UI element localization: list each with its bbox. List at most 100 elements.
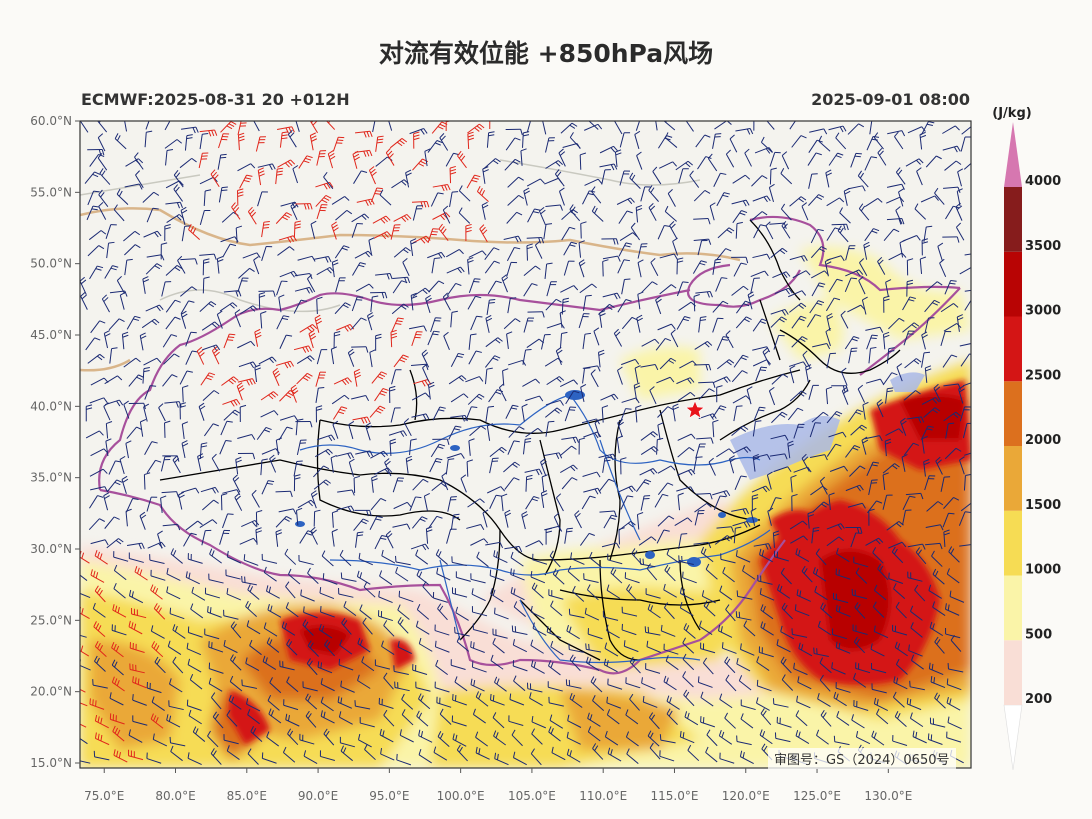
- wind-barb: [642, 695, 658, 708]
- wind-barb: [655, 295, 662, 315]
- wind-barb: [810, 246, 827, 259]
- wind-barb: [409, 496, 422, 512]
- wind-barb: [676, 281, 689, 297]
- wind-barb: [828, 152, 844, 166]
- wind-barb: [160, 456, 171, 472]
- wind-barb: [760, 604, 774, 620]
- wind-barb: [279, 660, 295, 671]
- wind-barb: [934, 187, 945, 205]
- wind-barb: [333, 330, 341, 348]
- wind-barb: [868, 508, 875, 526]
- wind-barb: [186, 642, 202, 656]
- wind-barb: [527, 208, 541, 223]
- wind-barb: [436, 567, 451, 581]
- wind-barb: [452, 694, 467, 706]
- wind-barb: [223, 609, 239, 620]
- wind-barb: [381, 640, 395, 655]
- wind-barb: [146, 254, 165, 261]
- wind-barb: [405, 169, 412, 188]
- wind-barb: [313, 509, 321, 527]
- wind-barb: [262, 655, 277, 670]
- wind-barb: [675, 160, 693, 171]
- wind-barb: [125, 497, 139, 513]
- wind-barb: [337, 489, 355, 496]
- wind-barb: [327, 150, 336, 169]
- wind-barb: [624, 572, 640, 584]
- wind-barb: [316, 204, 328, 220]
- wind-barb: [257, 191, 268, 207]
- wind-barb: [80, 121, 89, 133]
- wind-barb: [853, 636, 866, 654]
- wind-barb: [338, 658, 354, 671]
- wind-barb: [926, 501, 944, 512]
- wind-barb: [374, 659, 391, 670]
- colorbar-segment: [1004, 251, 1022, 317]
- wind-barb: [398, 590, 414, 603]
- wind-barb: [353, 368, 361, 387]
- wind-barb: [693, 190, 711, 202]
- lon-tick-label: 80.0°E: [155, 789, 195, 803]
- wind-barb: [202, 390, 220, 401]
- wind-barb: [944, 279, 957, 295]
- wind-barb: [724, 712, 736, 729]
- wind-barb: [187, 658, 202, 673]
- wind-barb: [883, 228, 900, 241]
- wind-barb: [111, 642, 124, 658]
- wind-barb: [435, 549, 448, 565]
- wind-barb: [332, 420, 339, 439]
- wind-barb: [504, 545, 523, 553]
- wind-barb: [298, 554, 314, 566]
- wind-barb: [223, 734, 239, 745]
- wind-barb: [116, 188, 129, 205]
- lon-tick-label: 130.0°E: [864, 789, 912, 803]
- wind-barb: [290, 201, 298, 221]
- wind-barb: [531, 715, 546, 729]
- wind-barb: [296, 439, 307, 456]
- wind-barb: [820, 602, 833, 619]
- wind-barb: [566, 731, 581, 745]
- wind-barb: [320, 606, 335, 618]
- wind-barb: [320, 710, 335, 724]
- wind-barb: [756, 697, 770, 711]
- wind-barb: [693, 363, 712, 371]
- wind-barb: [757, 574, 773, 585]
- wind-barb: [531, 582, 544, 599]
- wind-barb: [470, 641, 485, 653]
- wind-barb: [119, 291, 126, 310]
- wind-barb: [808, 384, 819, 400]
- wind-barb: [169, 736, 186, 747]
- wind-barb: [203, 189, 212, 206]
- wind-barb: [286, 676, 299, 693]
- wind-barb: [942, 125, 960, 134]
- wind-barb: [144, 385, 157, 400]
- wind-barb: [257, 167, 265, 186]
- wind-barb: [285, 581, 296, 599]
- wind-barb: [261, 752, 277, 764]
- wind-barb: [403, 418, 412, 437]
- wind-barb: [858, 276, 866, 295]
- wind-barb: [656, 529, 670, 544]
- wind-barb: [370, 187, 383, 203]
- wind-barb: [411, 331, 423, 347]
- wind-barb: [161, 281, 172, 297]
- wind-barb: [333, 377, 352, 386]
- wind-barb: [597, 349, 605, 368]
- wind-barb: [104, 516, 120, 529]
- wind-barb: [331, 196, 350, 205]
- wind-barb: [180, 126, 199, 134]
- wind-barb: [738, 675, 752, 691]
- wind-barb: [753, 543, 772, 550]
- wind-barb: [89, 265, 104, 280]
- wind-barb: [372, 215, 391, 224]
- wind-barb: [924, 317, 935, 333]
- colorbar-level-label: 3500: [1025, 239, 1061, 254]
- wind-barb: [630, 222, 641, 241]
- wind-barb: [506, 261, 518, 277]
- wind-barb: [851, 588, 868, 600]
- wind-barb: [850, 424, 867, 436]
- wind-barb: [437, 603, 448, 621]
- wind-barb: [527, 311, 545, 318]
- wind-barb: [465, 223, 472, 242]
- wind-barb: [525, 496, 540, 510]
- wind-barb: [731, 285, 749, 296]
